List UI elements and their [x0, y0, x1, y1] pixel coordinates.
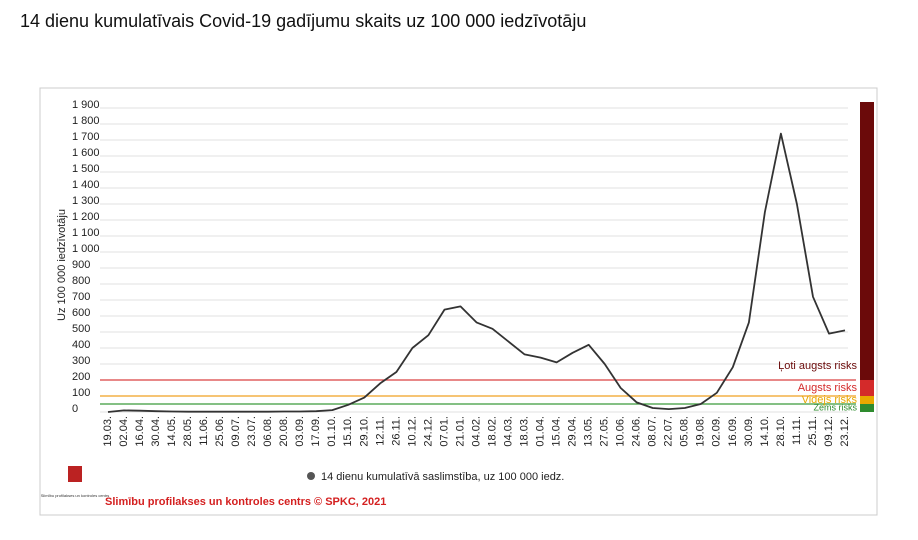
footer: Slimību profilakses un kontroles centrs … — [105, 496, 386, 508]
x-tick-label: 16.09. — [727, 416, 739, 447]
x-tick-label: 11.11. — [791, 416, 803, 445]
x-tick-label: 20.08. — [278, 416, 290, 447]
x-tick-label: 22.07. — [663, 416, 675, 447]
x-tick-label: 26.11. — [390, 416, 402, 446]
logo-shield — [68, 466, 82, 482]
legend-label: 14 dienu kumulatīvā saslimstība, uz 100 … — [321, 471, 564, 483]
y-tick-label: 1 100 — [72, 227, 100, 239]
y-tick-label: 300 — [72, 355, 90, 367]
risk-band — [860, 102, 874, 380]
x-tick-label: 28.10. — [775, 416, 787, 447]
y-tick-label: 700 — [72, 291, 90, 303]
y-tick-label: 900 — [72, 259, 90, 271]
x-tick-label: 10.06. — [615, 416, 627, 447]
x-tick-label: 24.06. — [631, 416, 643, 447]
y-tick-label: 1 500 — [72, 163, 100, 175]
x-tick-label: 04.03. — [502, 416, 514, 447]
x-tick-label: 29.04. — [567, 416, 579, 447]
y-tick-label: 1 700 — [72, 131, 100, 143]
x-tick-label: 16.04. — [134, 416, 146, 447]
risk-band — [860, 380, 874, 396]
x-tick-label: 15.04. — [551, 416, 563, 447]
y-tick-label: 1 600 — [72, 147, 100, 159]
y-tick-label: 1 400 — [72, 179, 100, 191]
data-line — [107, 132, 846, 413]
x-tick-label: 09.12. — [823, 416, 835, 447]
x-tick-label: 18.02. — [486, 416, 498, 447]
x-tick-label: 27.05. — [599, 416, 611, 447]
y-tick-label: 200 — [72, 371, 90, 383]
risk-band — [860, 404, 874, 412]
x-tick-label: 29.10. — [358, 416, 370, 447]
x-tick-label: 12.11. — [374, 416, 386, 446]
x-tick-label: 10.12. — [406, 416, 418, 447]
x-tick-label: 21.01. — [454, 416, 466, 447]
x-tick-label: 03.09. — [294, 416, 306, 447]
y-tick-label: 1 200 — [72, 211, 100, 223]
x-tick-label: 18.03. — [518, 416, 530, 447]
x-tick-label: 08.07. — [647, 416, 659, 447]
x-tick-label: 09.07. — [230, 416, 242, 447]
y-tick-label: 800 — [72, 275, 90, 287]
x-tick-label: 19.08. — [695, 416, 707, 447]
x-tick-label: 23.12. — [839, 416, 851, 447]
chart-frame — [39, 87, 878, 516]
x-tick-label: 13.05. — [583, 416, 595, 447]
x-tick-label: 30.09. — [743, 416, 755, 447]
logo-text: Slimību profilakses un kontroles centrs — [41, 493, 109, 498]
y-tick-label: 500 — [72, 323, 90, 335]
risk-band — [860, 396, 874, 404]
x-tick-label: 02.04. — [118, 416, 130, 447]
y-tick-label: 0 — [72, 403, 78, 415]
x-tick-label: 17.09. — [310, 416, 322, 447]
y-tick-label: 1 000 — [72, 243, 100, 255]
x-tick-label: 23.07. — [246, 416, 258, 447]
legend-marker — [307, 472, 315, 480]
x-tick-label: 02.09. — [711, 416, 723, 447]
x-tick-label: 30.04. — [150, 416, 162, 447]
risk-label: Ļoti augsts risks — [778, 360, 857, 372]
y-tick-label: 1 300 — [72, 195, 100, 207]
y-tick-label: 1 800 — [72, 115, 100, 127]
y-axis-label: Uz 100 000 iedzīvotāju — [56, 209, 68, 321]
x-tick-label: 25.11. — [807, 416, 819, 446]
chart-title: 14 dienu kumulatīvais Covid-19 gadījumu … — [20, 11, 586, 31]
logo: Slimību profilakses un kontroles centrs — [41, 466, 109, 498]
risk-label: Augsts risks — [798, 382, 858, 394]
y-tick-label: 400 — [72, 339, 90, 351]
x-tick-label: 15.10. — [342, 416, 354, 447]
x-tick-label: 01.10. — [326, 416, 338, 447]
y-tick-label: 1 900 — [72, 99, 100, 111]
x-tick-label: 24.12. — [422, 416, 434, 447]
x-tick-label: 14.10. — [759, 416, 771, 447]
x-tick-label: 11.06. — [198, 416, 210, 446]
x-tick-label: 25.06. — [214, 416, 226, 447]
y-tick-label: 100 — [72, 387, 90, 399]
x-tick-label: 14.05. — [166, 416, 178, 447]
risk-label: Vidējs risks — [802, 394, 858, 406]
x-tick-label: 07.01. — [438, 416, 450, 447]
y-tick-label: 600 — [72, 307, 90, 319]
x-tick-label: 19.03. — [102, 416, 114, 447]
x-tick-label: 28.05. — [182, 416, 194, 447]
x-tick-label: 06.08. — [262, 416, 274, 447]
x-tick-label: 04.02. — [470, 416, 482, 447]
x-tick-label: 05.08. — [679, 416, 691, 447]
risk-label: Zems risks — [814, 402, 858, 412]
x-tick-label: 01.04. — [534, 416, 546, 447]
